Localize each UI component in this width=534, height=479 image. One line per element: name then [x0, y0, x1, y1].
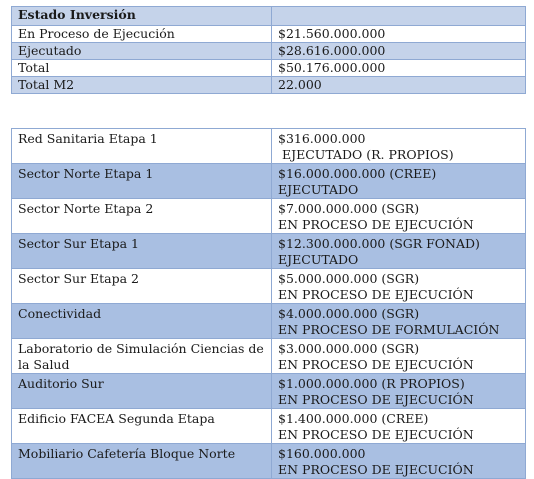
- table-row: Laboratorio de Simulación Ciencias de la…: [11, 338, 526, 374]
- project-detail: $160.000.000 EN PROCESO DE EJECUCIÓN: [271, 443, 526, 479]
- table-row: Red Sanitaria Etapa 1 $316.000.000 EJECU…: [11, 128, 526, 164]
- project-status: EJECUTADO (R. PROPIOS): [278, 147, 454, 162]
- project-name: Sector Norte Etapa 1: [11, 163, 272, 199]
- project-status: EN PROCESO DE EJECUCIÓN: [278, 462, 474, 477]
- project-name: Mobiliario Cafetería Bloque Norte: [11, 443, 272, 479]
- project-amount: $3.000.000.000 (SGR): [278, 341, 420, 356]
- project-amount: $16.000.000.000 (CREE): [278, 166, 437, 181]
- project-status: EJECUTADO: [278, 182, 359, 197]
- project-detail: $3.000.000.000 (SGR) EN PROCESO DE EJECUC…: [271, 338, 526, 374]
- table-row: Mobiliario Cafetería Bloque Norte $160.0…: [11, 443, 526, 479]
- table-row: Ejecutado $28.616.000.000: [11, 42, 526, 60]
- row-label: Total: [11, 59, 272, 77]
- investment-status-table: Estado Inversión En Proceso de Ejecución…: [11, 6, 526, 94]
- project-amount: $7.000.000.000 (SGR): [278, 201, 420, 216]
- table-header-row: Estado Inversión: [11, 6, 526, 26]
- project-amount: $1.400.000.000 (CREE): [278, 411, 429, 426]
- project-amount: $4.000.000.000 (SGR): [278, 306, 420, 321]
- table-row: Total $50.176.000.000: [11, 59, 526, 77]
- project-name: Auditorio Sur: [11, 373, 272, 409]
- row-value: 22.000: [271, 76, 526, 94]
- header-cell: Estado Inversión: [11, 6, 272, 26]
- project-name: Red Sanitaria Etapa 1: [11, 128, 272, 164]
- row-value: $21.560.000.000: [271, 25, 526, 43]
- project-name: Sector Sur Etapa 1: [11, 233, 272, 269]
- project-detail: $4.000.000.000 (SGR) EN PROCESO DE FORMUL…: [271, 303, 526, 339]
- header-cell-empty: [271, 6, 526, 26]
- project-status: EN PROCESO DE EJECUCIÓN: [278, 287, 474, 302]
- project-detail: $1.000.000.000 (R PROPIOS) EN PROCESO DE …: [271, 373, 526, 409]
- project-detail: $7.000.000.000 (SGR) EN PROCESO DE EJECUC…: [271, 198, 526, 234]
- project-amount: $316.000.000: [278, 131, 366, 146]
- row-label: En Proceso de Ejecución: [11, 25, 272, 43]
- table-row: Sector Norte Etapa 1 $16.000.000.000 (CR…: [11, 163, 526, 199]
- project-amount: $5.000.000.000 (SGR): [278, 271, 420, 286]
- table-row: En Proceso de Ejecución $21.560.000.000: [11, 25, 526, 43]
- project-name: Sector Norte Etapa 2: [11, 198, 272, 234]
- table-row: Sector Norte Etapa 2 $7.000.000.000 (SGR…: [11, 198, 526, 234]
- row-label: Ejecutado: [11, 42, 272, 60]
- project-name: Edificio FACEA Segunda Etapa: [11, 408, 272, 444]
- project-status: EN PROCESO DE EJECUCIÓN: [278, 217, 474, 232]
- projects-table: Red Sanitaria Etapa 1 $316.000.000 EJECU…: [11, 128, 526, 479]
- project-status: EN PROCESO DE FORMULACIÓN: [278, 322, 500, 337]
- project-amount: $1.000.000.000 (R PROPIOS): [278, 376, 465, 391]
- table-row: Auditorio Sur $1.000.000.000 (R PROPIOS)…: [11, 373, 526, 409]
- table-row: Edificio FACEA Segunda Etapa $1.400.000.…: [11, 408, 526, 444]
- table-row: Conectividad $4.000.000.000 (SGR) EN PROC…: [11, 303, 526, 339]
- table-row: Sector Sur Etapa 1 $12.300.000.000 (SGR …: [11, 233, 526, 269]
- project-name: Laboratorio de Simulación Ciencias de la…: [11, 338, 272, 374]
- project-name: Sector Sur Etapa 2: [11, 268, 272, 304]
- project-detail: $316.000.000 EJECUTADO (R. PROPIOS): [271, 128, 526, 164]
- project-detail: $16.000.000.000 (CREE) EJECUTADO: [271, 163, 526, 199]
- project-status: EN PROCESO DE EJECUCIÓN: [278, 427, 474, 442]
- project-status: EN PROCESO DE EJECUCIÓN: [278, 392, 474, 407]
- row-value: $50.176.000.000: [271, 59, 526, 77]
- row-value: $28.616.000.000: [271, 42, 526, 60]
- row-label: Total M2: [11, 76, 272, 94]
- table-row: Sector Sur Etapa 2 $5.000.000.000 (SGR) E…: [11, 268, 526, 304]
- project-amount: $12.300.000.000 (SGR FONAD): [278, 236, 480, 251]
- table-row: Total M2 22.000: [11, 76, 526, 94]
- project-detail: $5.000.000.000 (SGR) EN PROCESO DE EJECUC…: [271, 268, 526, 304]
- project-amount: $160.000.000: [278, 446, 366, 461]
- project-status: EN PROCESO DE EJECUCIÓN: [278, 357, 474, 372]
- project-name: Conectividad: [11, 303, 272, 339]
- project-status: EJECUTADO: [278, 252, 359, 267]
- project-detail: $1.400.000.000 (CREE) EN PROCESO DE EJECU…: [271, 408, 526, 444]
- project-detail: $12.300.000.000 (SGR FONAD) EJECUTADO: [271, 233, 526, 269]
